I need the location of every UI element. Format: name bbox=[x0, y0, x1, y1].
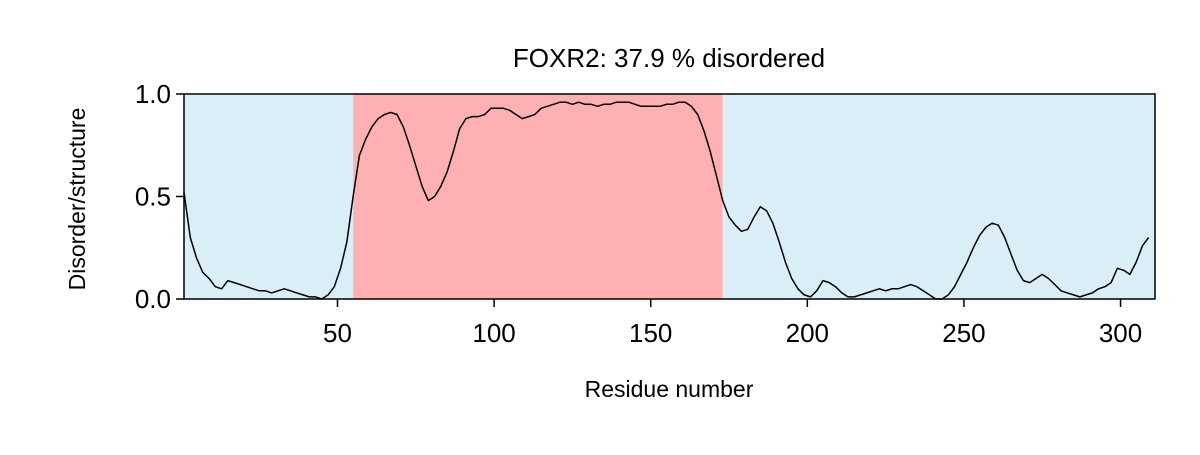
region-structured bbox=[722, 94, 1155, 299]
x-tick-label: 50 bbox=[323, 318, 352, 348]
x-tick-label: 250 bbox=[942, 318, 985, 348]
disorder-line bbox=[183, 101, 1150, 300]
chart-title: FOXR2: 37.9 % disordered bbox=[513, 43, 825, 73]
x-tick-label: 100 bbox=[472, 318, 515, 348]
x-tick-label: 150 bbox=[629, 318, 672, 348]
y-tick-label: 0.5 bbox=[135, 182, 171, 212]
x-axis-ticks: 50 100 150 200 250 300 bbox=[323, 299, 1142, 348]
x-tick-label: 300 bbox=[1099, 318, 1142, 348]
y-axis-label: Disorder/structure bbox=[64, 108, 90, 291]
x-axis-label: Residue number bbox=[585, 376, 754, 402]
y-tick-label: 0.0 bbox=[135, 284, 171, 314]
y-axis-ticks: 0.0 0.5 1.0 bbox=[135, 79, 184, 314]
x-tick-label: 200 bbox=[786, 318, 829, 348]
y-tick-label: 1.0 bbox=[135, 79, 171, 109]
disorder-line-layer bbox=[183, 101, 1150, 300]
region-structured bbox=[184, 94, 354, 299]
region-disordered bbox=[353, 94, 723, 299]
region-bands bbox=[184, 94, 1155, 299]
